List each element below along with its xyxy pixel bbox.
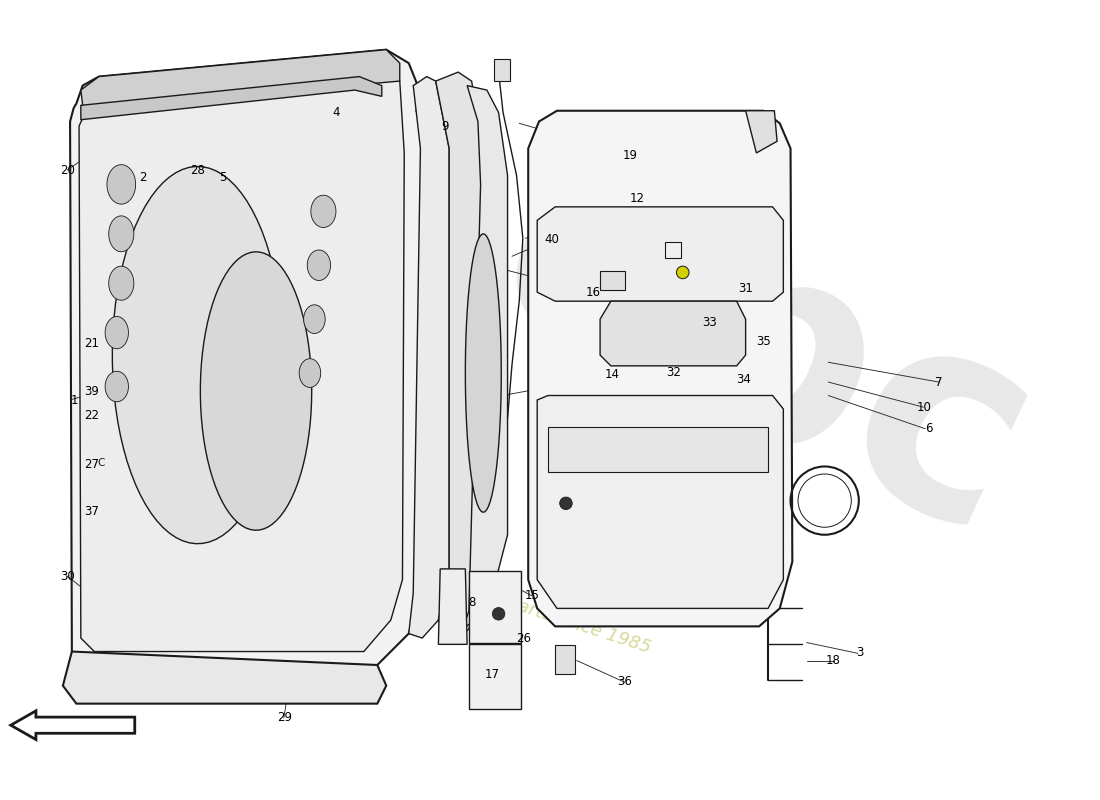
Text: 1: 1 <box>70 394 78 406</box>
Polygon shape <box>109 266 134 300</box>
Text: 18: 18 <box>826 654 840 666</box>
Text: 7: 7 <box>935 375 943 389</box>
Bar <box>664 242 681 258</box>
Polygon shape <box>299 358 321 387</box>
Circle shape <box>493 607 505 620</box>
Polygon shape <box>465 234 502 512</box>
Polygon shape <box>537 207 783 301</box>
Polygon shape <box>548 427 768 472</box>
Polygon shape <box>307 250 331 281</box>
Text: epc: epc <box>456 116 1070 594</box>
Text: 12: 12 <box>630 192 645 206</box>
Text: 27: 27 <box>85 458 99 471</box>
Text: 20: 20 <box>59 163 75 177</box>
Polygon shape <box>109 216 134 252</box>
Text: 40: 40 <box>544 234 559 246</box>
Text: 15: 15 <box>525 589 539 602</box>
Polygon shape <box>746 110 777 153</box>
Circle shape <box>560 497 572 510</box>
Bar <box>494 58 510 81</box>
Circle shape <box>676 266 689 278</box>
Text: 17: 17 <box>485 668 499 681</box>
Text: 37: 37 <box>85 505 99 518</box>
Polygon shape <box>106 317 129 349</box>
Polygon shape <box>106 371 129 402</box>
Text: C: C <box>97 458 104 468</box>
Text: 21: 21 <box>85 338 99 350</box>
Text: 30: 30 <box>59 570 75 582</box>
Text: 36: 36 <box>617 675 632 688</box>
Polygon shape <box>311 195 336 227</box>
Text: 33: 33 <box>702 316 717 329</box>
Polygon shape <box>107 165 135 204</box>
Text: 26: 26 <box>516 632 531 645</box>
Text: 34: 34 <box>737 374 751 386</box>
Text: 5: 5 <box>219 170 225 184</box>
Text: 9: 9 <box>441 121 449 134</box>
Polygon shape <box>436 72 485 644</box>
Polygon shape <box>469 570 521 642</box>
Polygon shape <box>81 50 399 108</box>
Bar <box>601 270 625 290</box>
Text: 8: 8 <box>469 596 476 609</box>
Text: 35: 35 <box>757 334 771 347</box>
FancyArrow shape <box>11 711 135 739</box>
Text: 4: 4 <box>332 106 340 119</box>
Text: 31: 31 <box>738 282 754 295</box>
Text: 22: 22 <box>85 410 99 422</box>
Polygon shape <box>304 305 326 334</box>
Text: 32: 32 <box>667 366 681 379</box>
Text: 6: 6 <box>925 422 933 435</box>
Text: 14: 14 <box>605 368 620 382</box>
Text: 16: 16 <box>585 286 601 298</box>
Polygon shape <box>537 395 783 609</box>
Circle shape <box>561 498 571 509</box>
Polygon shape <box>63 651 386 704</box>
Polygon shape <box>528 110 792 626</box>
Polygon shape <box>469 644 521 709</box>
Text: 2: 2 <box>140 170 147 184</box>
Polygon shape <box>439 569 468 644</box>
Polygon shape <box>81 77 382 120</box>
Text: 28: 28 <box>190 163 205 177</box>
Bar <box>556 646 575 674</box>
Polygon shape <box>463 86 507 629</box>
Text: 3: 3 <box>856 646 864 659</box>
Polygon shape <box>79 63 405 651</box>
Text: 10: 10 <box>916 401 932 414</box>
Text: 19: 19 <box>623 149 638 162</box>
Text: a passion for parts since 1985: a passion for parts since 1985 <box>389 556 653 657</box>
Polygon shape <box>112 166 283 544</box>
Polygon shape <box>70 50 422 665</box>
Polygon shape <box>601 301 746 366</box>
Polygon shape <box>409 77 449 638</box>
Polygon shape <box>200 252 311 530</box>
Polygon shape <box>297 0 328 36</box>
Text: 29: 29 <box>277 711 293 724</box>
Text: 39: 39 <box>85 385 99 398</box>
